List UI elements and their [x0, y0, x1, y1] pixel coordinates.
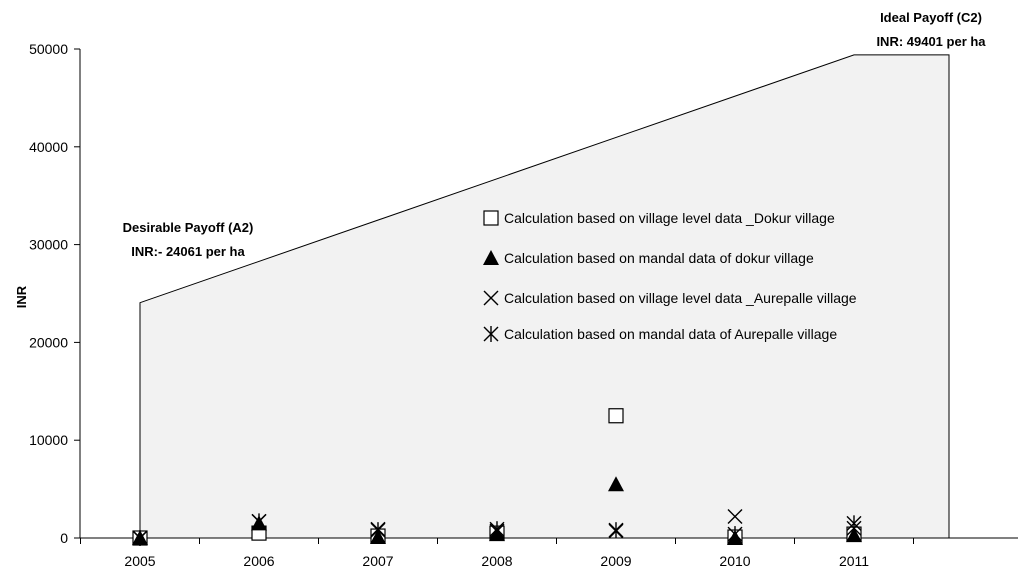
y-axis-label: INR [14, 285, 29, 308]
legend-marker-square [483, 210, 499, 226]
point-asterisk-2011 [846, 515, 862, 532]
y-tick-label: 50000 [29, 41, 68, 57]
legend-marker-x [483, 290, 499, 306]
legend-label-dokur-village-level: Calculation based on village level data … [504, 210, 835, 226]
legend-label-aurepalle-village-level: Calculation based on village level data … [504, 290, 857, 306]
y-axis: 0 10000 20000 30000 40000 50000 [29, 41, 81, 546]
legend-symbol-asterisk [483, 326, 499, 342]
legend-symbol-square [483, 210, 499, 226]
point-asterisk-2007 [370, 522, 386, 539]
y-tick-label: 0 [60, 530, 68, 546]
x-tick-label: 2005 [124, 553, 155, 569]
legend-item-dokur-mandal: Calculation based on mandal data of doku… [483, 250, 814, 266]
legend-symbol-x [483, 290, 499, 306]
desirable-payoff-value: INR:- 24061 per ha [131, 244, 245, 259]
y-tick-label: 30000 [29, 237, 68, 253]
x-tick-label: 2010 [719, 553, 750, 569]
legend-marker-asterisk [483, 326, 499, 342]
data-points [132, 408, 862, 546]
point-triangle-2009 [608, 476, 624, 492]
point-triangle-2011 [846, 527, 862, 543]
legend-symbol-triangle [483, 250, 499, 265]
y-tick-label: 20000 [29, 334, 68, 350]
x-tick-label: 2008 [481, 553, 512, 569]
point-asterisk-2010 [727, 526, 743, 543]
legend-label-aurepalle-mandal: Calculation based on mandal data of Aure… [504, 326, 837, 342]
ideal-payoff-label: Ideal Payoff (C2) [880, 10, 982, 25]
x-tick-label: 2011 [839, 553, 869, 569]
legend: Calculation based on village level data … [483, 210, 857, 342]
x-axis: 2005 2006 2007 2008 2009 2010 2011 [80, 537, 1018, 569]
y-tick-label: 40000 [29, 139, 68, 155]
ideal-payoff-value: INR: 49401 per ha [876, 34, 986, 49]
y-tick-label: 10000 [29, 432, 68, 448]
point-asterisk-2008 [489, 521, 505, 538]
desirable-payoff-label: Desirable Payoff (A2) [123, 220, 254, 235]
legend-item-aurepalle-mandal: Calculation based on mandal data of Aure… [483, 326, 837, 342]
point-asterisk-2009 [608, 522, 624, 539]
point-asterisk-2006 [251, 513, 267, 530]
x-tick-label: 2009 [600, 553, 631, 569]
legend-item-dokur-village-level: Calculation based on village level data … [483, 210, 835, 226]
legend-item-aurepalle-village-level: Calculation based on village level data … [483, 290, 857, 306]
legend-marker-triangle [483, 250, 499, 265]
legend-label-dokur-mandal: Calculation based on mandal data of doku… [504, 250, 814, 266]
point-asterisk-2005 [132, 530, 148, 546]
x-tick-label: 2007 [362, 553, 393, 569]
point-x-2010 [727, 508, 743, 524]
x-tick-label: 2006 [243, 553, 274, 569]
point-square-2009 [608, 408, 624, 424]
